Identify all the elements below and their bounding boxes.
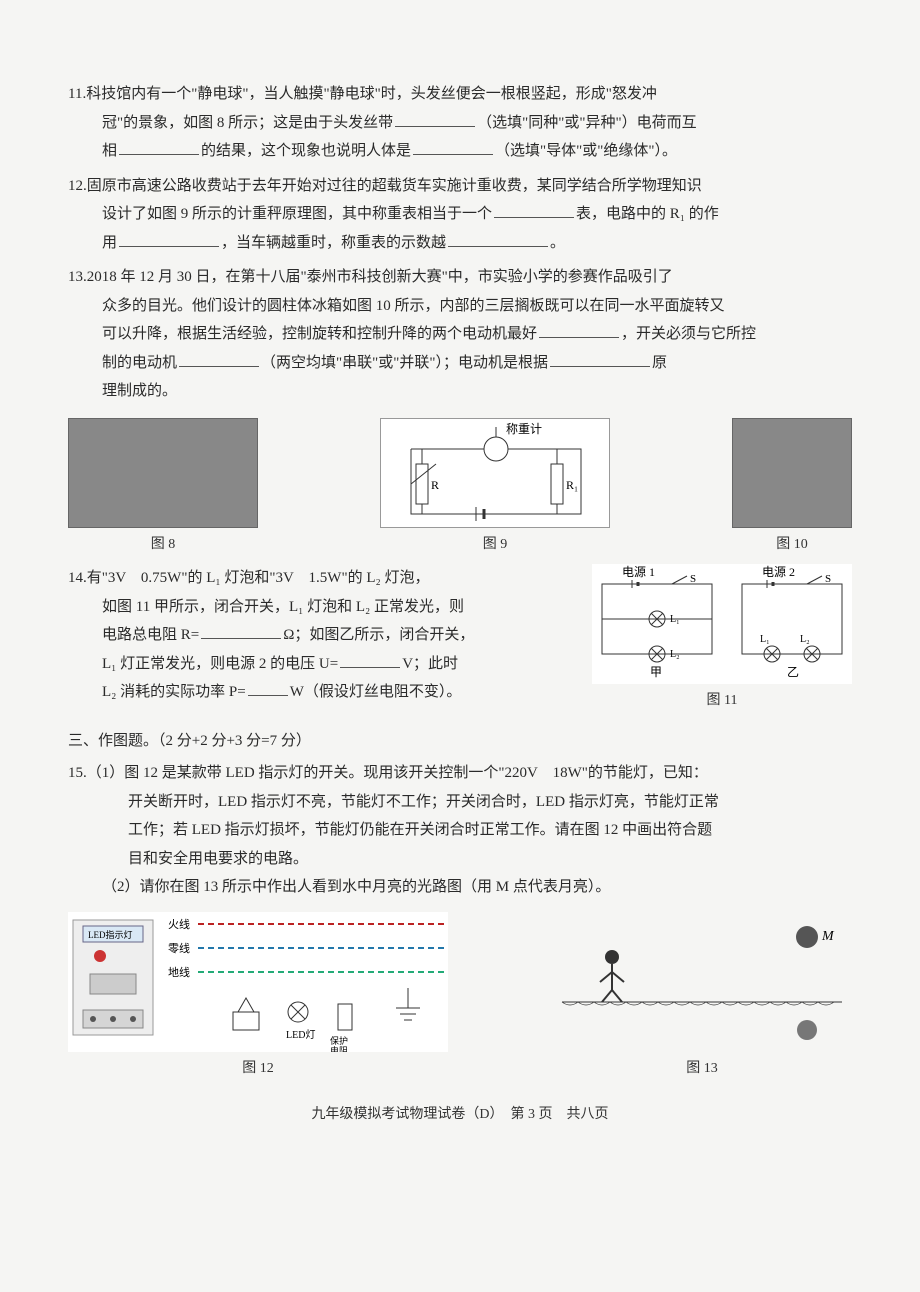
q13-num: 13. [68,269,87,285]
figure-11-circuit: 电源 1 电源 2 S L₁ L₂ 甲 S L₁ [592,564,852,684]
q13-text-c: 可以升降，根据生活经验，控制旋转和控制升降的两个电动机最好 [102,326,537,342]
figure-8: 图 8 [68,418,258,559]
svg-text:M: M [821,929,835,944]
svg-text:甲: 甲 [650,665,662,679]
figure-9-circuit: 称重计 R R₁ [380,418,610,528]
blank [539,322,619,338]
q14-text-b: 如图 11 甲所示，闭合开关，L₁ 灯泡和 L₂ 正常发光，则 [102,599,464,615]
page-footer: 九年级模拟考试物理试卷（D） 第 3 页 共八页 [68,1102,852,1129]
q14-text-c: 电路总电阻 R= [102,627,199,643]
blank [494,202,574,218]
blank [201,623,281,639]
figure-10-label: 图 10 [776,532,808,559]
q12-text-a: 固原市高速公路收费站于去年开始对过往的超载货车实施计重收费，某同学结合所学物理知… [87,178,702,194]
svg-text:零线: 零线 [168,941,190,955]
q13-text-a: 2018 年 12 月 30 日，在第十八届"泰州市科技创新大赛"中，市实验小学… [87,269,673,285]
figure-9-label: 图 9 [483,532,508,559]
svg-text:L₁: L₁ [670,614,680,625]
fig9-R-label: R [431,478,439,492]
blank [395,111,475,127]
q14-text-d: Ω；如图乙所示，闭合开关， [283,627,474,643]
svg-text:保护: 保护 [330,1035,348,1046]
svg-text:LED灯: LED灯 [286,1029,315,1041]
question-13: 13.2018 年 12 月 30 日，在第十八届"泰州市科技创新大赛"中，市实… [68,263,852,406]
figure-13: M 图 13 [552,912,852,1083]
q14-text-f: V；此时 [402,656,458,672]
svg-text:火线: 火线 [168,917,190,931]
blank [119,139,199,155]
q14-text-e: L₁ 灯正常发光，则电源 2 的电压 U= [102,656,338,672]
q12-text-d: 用 [102,235,117,251]
fig9-R1-label: R₁ [566,478,578,492]
blank [448,231,548,247]
q12-text-f: 。 [550,235,565,251]
svg-text:S: S [690,573,696,585]
q11-text-c: （选填"同种"或"异种"）电荷而互 [477,115,697,131]
svg-text:地线: 地线 [168,965,190,979]
q15-p1a: （1）图 12 是某款带 LED 指示灯的开关。现用该开关控制一个"220V 1… [87,765,708,781]
blank [340,652,400,668]
q12-num: 12. [68,178,87,194]
figure-8-image [68,418,258,528]
figure-10-image [732,418,852,528]
figure-12: LED指示灯 火线 零线 地线 LED灯 保护 电阻 [68,912,448,1083]
blank [248,680,288,696]
blank [550,351,650,367]
q13-text-f: （两空均填"串联"或"并联"）；电动机是根据 [261,355,548,371]
q15-p1b: 开关断开时，LED 指示灯不亮，节能灯不工作；开关闭合时，LED 指示灯亮，节能… [128,794,719,810]
svg-text:电源 2: 电源 2 [762,565,795,579]
section-3-title: 三、作图题。（2 分+2 分+3 分=7 分） [68,727,852,756]
q11-text-e: 的结果，这个现象也说明人体是 [201,143,411,159]
q13-text-e: 制的电动机 [102,355,177,371]
svg-text:乙: 乙 [787,665,799,679]
q14-text-a: 有"3V 0.75W"的 L₁ 灯泡和"3V 1.5W"的 L₂ 灯泡， [87,570,430,586]
q13-text-g: 原 [652,355,667,371]
svg-text:L₂: L₂ [800,634,810,645]
figure-8-label: 图 8 [151,532,176,559]
figure-9: 称重计 R R₁ [380,418,610,559]
question-12: 12.固原市高速公路收费站于去年开始对过往的超载货车实施计重收费，某同学结合所学… [68,172,852,258]
fig9-meter-label: 称重计 [506,422,542,436]
q13-text-h: 理制成的。 [102,383,177,399]
q12-text-c: 表，电路中的 R₁ 的作 [576,206,719,222]
q15-num: 15. [68,765,87,781]
q11-text-d: 相 [102,143,117,159]
figures-row-1: 图 8 称重计 R R₁ [68,418,852,559]
figure-13-diagram: M [552,912,852,1052]
figure-12-circuit: LED指示灯 火线 零线 地线 LED灯 保护 电阻 [68,912,448,1052]
blank [413,139,493,155]
question-15: 15.（1）图 12 是某款带 LED 指示灯的开关。现用该开关控制一个"220… [68,759,852,902]
figure-13-label: 图 13 [686,1056,718,1083]
figures-row-2: LED指示灯 火线 零线 地线 LED灯 保护 电阻 [68,912,852,1083]
q15-p1d: 目和安全用电要求的电路。 [128,851,308,867]
blank [179,351,259,367]
svg-text:S: S [825,573,831,585]
svg-text:L₂: L₂ [670,649,680,660]
q12-text-b: 设计了如图 9 所示的计重秤原理图，其中称重表相当于一个 [102,206,492,222]
figure-11-label: 图 11 [592,688,852,715]
q11-text-a: 科技馆内有一个"静电球"，当人触摸"静电球"时，头发丝便会一根根竖起，形成"怒发… [86,86,657,102]
q11-num: 11. [68,86,86,102]
svg-text:电阻: 电阻 [330,1045,348,1052]
question-14: 14.有"3V 0.75W"的 L₁ 灯泡和"3V 1.5W"的 L₂ 灯泡， … [68,564,852,715]
q13-text-b: 众多的目光。他们设计的圆柱体冰箱如图 10 所示，内部的三层搁板既可以在同一水平… [102,298,725,314]
svg-text:电源 1: 电源 1 [622,565,655,579]
q15-p1c: 工作；若 LED 指示灯损坏，节能灯仍能在开关闭合时正常工作。请在图 12 中画… [128,822,712,838]
figure-10: 图 10 [732,418,852,559]
svg-text:L₁: L₁ [760,634,770,645]
q13-text-d: ，开关必须与它所控 [621,326,756,342]
q14-text-g: L₂ 消耗的实际功率 P= [102,684,246,700]
q11-text-f: （选填"导体"或"绝缘体"）。 [495,143,677,159]
q12-text-e: ，当车辆越重时，称重表的示数越 [221,235,446,251]
q11-text-b: 冠"的景象，如图 8 所示；这是由于头发丝带 [102,115,393,131]
question-11: 11.科技馆内有一个"静电球"，当人触摸"静电球"时，头发丝便会一根根竖起，形成… [68,80,852,166]
svg-text:LED指示灯: LED指示灯 [88,929,133,940]
figure-12-label: 图 12 [242,1056,274,1083]
q15-p2: （2）请你在图 13 所示中作出人看到水中月亮的光路图（用 M 点代表月亮）。 [102,879,610,895]
q14-text-h: W（假设灯丝电阻不变）。 [290,684,462,700]
blank [119,231,219,247]
q14-num: 14. [68,570,87,586]
